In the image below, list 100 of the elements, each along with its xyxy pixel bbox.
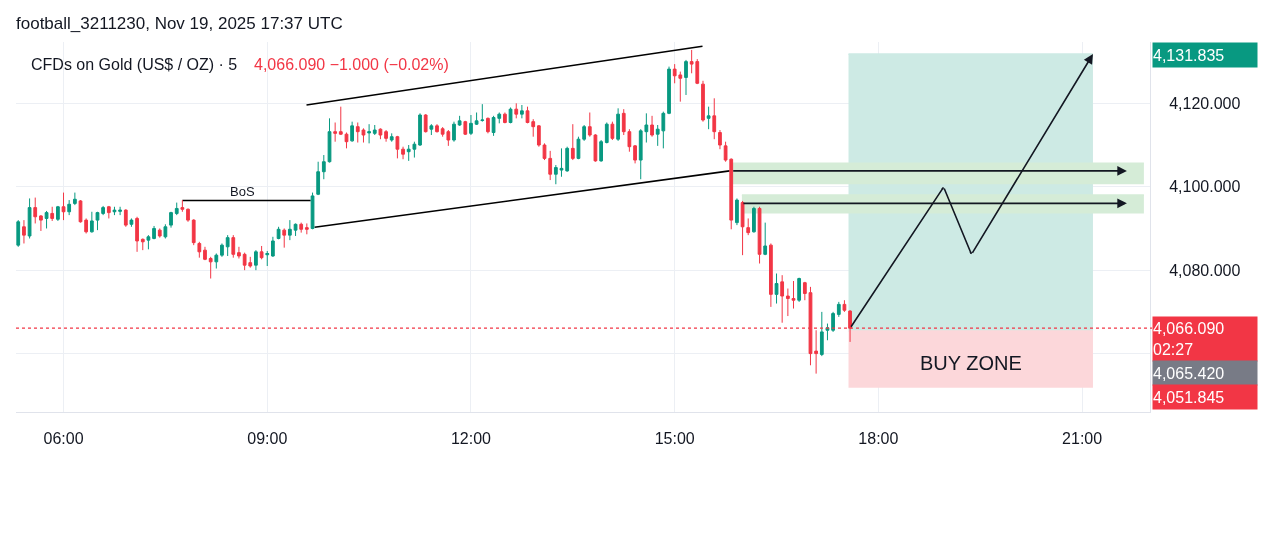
candlestick xyxy=(174,202,179,216)
candlestick xyxy=(452,121,456,143)
candlestick xyxy=(706,106,711,130)
candlestick xyxy=(237,246,241,259)
candlestick xyxy=(169,211,173,229)
candlestick xyxy=(293,222,298,237)
candlestick xyxy=(56,205,60,222)
candlestick xyxy=(610,121,615,141)
candlestick xyxy=(774,273,779,305)
text: CFDs on Gold (US$ / OZ) · 5 xyxy=(31,56,238,73)
candlestick xyxy=(16,219,21,248)
candlestick xyxy=(616,107,620,142)
y-tick-label: 4,120.000 xyxy=(1169,94,1241,112)
candlestick xyxy=(203,246,207,261)
text: 4,131.835 xyxy=(1153,46,1225,64)
candlestick xyxy=(429,123,434,136)
y-tick-label: 4,080.000 xyxy=(1169,261,1241,279)
candlestick xyxy=(163,223,168,239)
candlestick xyxy=(712,97,717,140)
candlestick xyxy=(287,219,292,241)
candlestick xyxy=(50,206,55,222)
candlestick xyxy=(514,102,519,119)
candlestick xyxy=(757,206,762,264)
annotation: 4,066.090 −1.000 (−0.02%) xyxy=(254,56,449,73)
candlestick xyxy=(836,301,841,318)
candlestick xyxy=(718,129,722,150)
candlestick xyxy=(106,205,111,219)
candlestick xyxy=(746,217,751,236)
candlestick xyxy=(650,115,654,138)
candlestick xyxy=(418,112,422,147)
candlestick xyxy=(463,120,468,136)
candlestick xyxy=(780,274,785,324)
candlestick xyxy=(304,222,309,235)
candlestick xyxy=(225,234,230,257)
candlestick xyxy=(797,277,802,303)
candlestick xyxy=(435,123,439,134)
candlestick xyxy=(582,124,587,142)
candlestick xyxy=(378,127,383,140)
candlestick xyxy=(842,299,847,313)
candlestick xyxy=(208,256,213,280)
text: 4,051.845 xyxy=(1153,388,1225,406)
candlestick xyxy=(740,200,745,256)
candlestick xyxy=(486,117,490,134)
candlestick xyxy=(135,216,139,253)
candlestick xyxy=(384,129,388,143)
candlestick xyxy=(819,311,824,357)
candlestick xyxy=(276,226,281,240)
candlestick xyxy=(457,115,462,127)
candlestick xyxy=(39,214,43,232)
candlestick xyxy=(570,123,575,161)
candlestick xyxy=(157,227,162,239)
candlestick xyxy=(282,227,287,249)
x-tick-label: 09:00 xyxy=(247,430,288,448)
candlestick xyxy=(401,146,405,160)
candlestick xyxy=(22,219,26,244)
candlestick xyxy=(254,249,258,271)
x-tick-label: 15:00 xyxy=(654,430,695,448)
ref-line-label: 4,066.090 02:27 xyxy=(1153,320,1225,358)
candlestick xyxy=(520,104,524,119)
candlestick xyxy=(123,208,128,228)
candlestick xyxy=(763,222,768,256)
candlestick xyxy=(259,245,264,260)
candlestick xyxy=(67,199,72,216)
candlestick xyxy=(395,135,400,159)
candlestick xyxy=(769,242,773,308)
annotation: BoS xyxy=(230,184,255,199)
annotation: BUY ZONE xyxy=(920,352,1022,374)
candlestick xyxy=(633,144,637,164)
candlestick xyxy=(667,66,671,115)
candlestick xyxy=(265,250,270,267)
candlestick xyxy=(831,311,835,333)
candlestick xyxy=(752,206,756,234)
text: 4,065.420 xyxy=(1153,364,1225,382)
candlestick xyxy=(316,161,321,196)
candlestick xyxy=(350,121,355,143)
candlestick xyxy=(72,192,77,206)
candlestick xyxy=(220,242,224,258)
candlestick xyxy=(389,132,394,143)
candlestick xyxy=(180,199,185,213)
candlestick xyxy=(469,114,473,136)
candlestick xyxy=(604,122,609,144)
candlestick xyxy=(112,206,117,216)
candlestick xyxy=(701,80,705,123)
chart-title: football_3211230, Nov 19, 2025 17:37 UTC xyxy=(16,13,343,33)
candlestick xyxy=(129,217,134,228)
candlestick xyxy=(599,139,604,163)
y-tick-label: 4,100.000 xyxy=(1169,178,1241,196)
candlestick xyxy=(367,123,371,144)
x-tick-label: 18:00 xyxy=(858,430,899,448)
candlestick xyxy=(152,225,156,240)
candlestick xyxy=(271,236,275,258)
candlestick xyxy=(61,192,66,221)
candlestick xyxy=(299,222,304,234)
candlestick xyxy=(508,106,513,124)
candlestick xyxy=(118,206,122,216)
candlestick xyxy=(191,218,196,246)
candlestick xyxy=(333,122,338,143)
candlestick xyxy=(684,59,688,96)
candlestick xyxy=(735,197,739,226)
candlestick xyxy=(576,136,581,160)
